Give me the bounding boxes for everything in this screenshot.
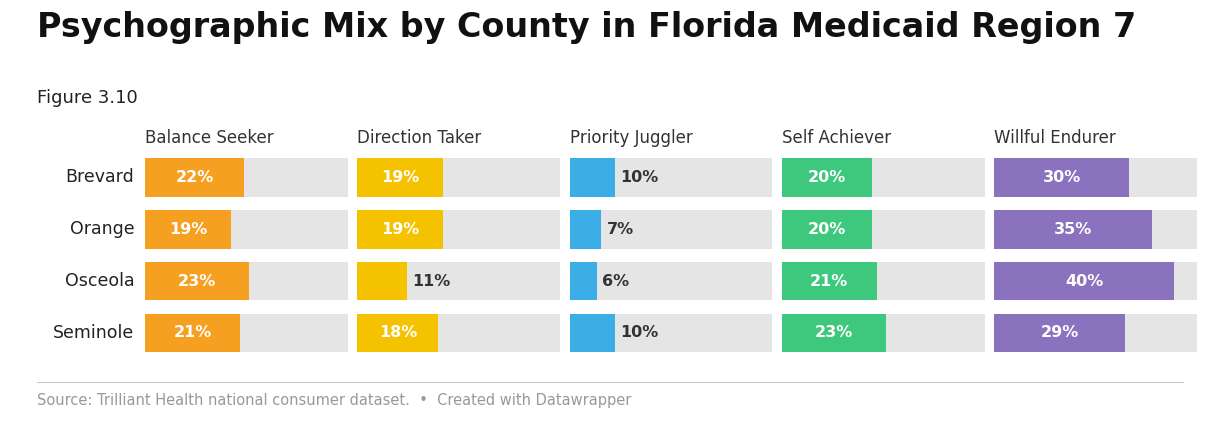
Bar (357, 262, 407, 300)
Text: 21%: 21% (810, 273, 848, 289)
Bar (357, 314, 438, 352)
Text: 23%: 23% (178, 273, 216, 289)
Text: 19%: 19% (381, 222, 420, 237)
Text: 20%: 20% (808, 170, 847, 185)
Text: Willful Endurer: Willful Endurer (994, 129, 1116, 147)
Bar (782, 314, 985, 352)
Bar (357, 210, 560, 248)
Bar (145, 314, 239, 352)
Text: 40%: 40% (1065, 273, 1103, 289)
Bar (782, 210, 985, 248)
Text: Seminole: Seminole (52, 324, 134, 342)
Bar (570, 314, 615, 352)
Bar (145, 262, 348, 300)
Text: Osceola: Osceola (65, 272, 134, 290)
Text: 7%: 7% (606, 222, 633, 237)
Bar (357, 158, 443, 197)
Text: 19%: 19% (168, 222, 207, 237)
Text: 20%: 20% (808, 222, 847, 237)
Bar (994, 158, 1130, 197)
Text: 6%: 6% (603, 273, 630, 289)
Bar (994, 314, 1125, 352)
Bar (782, 158, 872, 197)
Bar (994, 210, 1197, 248)
Bar (145, 262, 249, 300)
Bar (782, 158, 985, 197)
Bar (145, 158, 244, 197)
Bar (570, 158, 772, 197)
Bar (570, 262, 597, 300)
Bar (357, 210, 443, 248)
Bar (994, 314, 1197, 352)
Text: Orange: Orange (70, 220, 134, 238)
Text: Direction Taker: Direction Taker (357, 129, 482, 147)
Text: Source: Trilliant Health national consumer dataset.  •  Created with Datawrapper: Source: Trilliant Health national consum… (37, 393, 631, 408)
Bar (145, 158, 348, 197)
Text: 10%: 10% (620, 325, 659, 340)
Text: 23%: 23% (815, 325, 853, 340)
Bar (145, 314, 348, 352)
Bar (145, 210, 231, 248)
Text: 21%: 21% (173, 325, 211, 340)
Bar (357, 262, 560, 300)
Text: Self Achiever: Self Achiever (782, 129, 891, 147)
Bar (570, 210, 772, 248)
Text: 19%: 19% (381, 170, 420, 185)
Text: Balance Seeker: Balance Seeker (145, 129, 273, 147)
Text: Priority Juggler: Priority Juggler (570, 129, 693, 147)
Text: Psychographic Mix by County in Florida Medicaid Region 7: Psychographic Mix by County in Florida M… (37, 11, 1136, 44)
Bar (570, 262, 772, 300)
Text: Brevard: Brevard (66, 168, 134, 187)
Bar (994, 262, 1197, 300)
Bar (145, 210, 348, 248)
Bar (782, 314, 886, 352)
Text: 11%: 11% (412, 273, 450, 289)
Bar (570, 314, 772, 352)
Text: 22%: 22% (176, 170, 213, 185)
Bar (994, 262, 1175, 300)
Bar (570, 210, 601, 248)
Bar (782, 210, 872, 248)
Bar (570, 158, 615, 197)
Bar (782, 262, 985, 300)
Text: 35%: 35% (1054, 222, 1092, 237)
Text: 18%: 18% (379, 325, 417, 340)
Bar (357, 158, 560, 197)
Bar (994, 158, 1197, 197)
Bar (782, 262, 876, 300)
Text: 29%: 29% (1041, 325, 1078, 340)
Bar (994, 210, 1152, 248)
Text: 10%: 10% (620, 170, 659, 185)
Text: Figure 3.10: Figure 3.10 (37, 89, 138, 107)
Bar (357, 314, 560, 352)
Text: 30%: 30% (1043, 170, 1081, 185)
